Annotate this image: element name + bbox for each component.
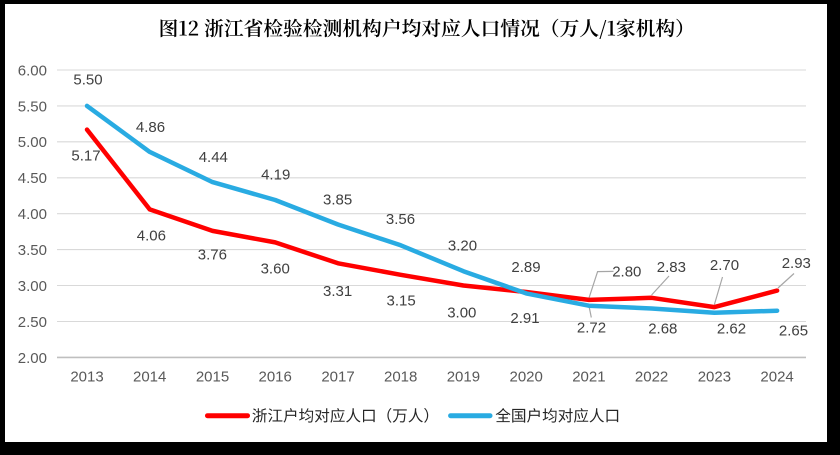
svg-text:2.65: 2.65	[779, 322, 808, 339]
svg-text:2016: 2016	[259, 369, 292, 386]
svg-text:4.86: 4.86	[136, 119, 165, 136]
svg-text:2.93: 2.93	[782, 255, 811, 272]
svg-text:6.00: 6.00	[18, 62, 47, 79]
svg-text:3.50: 3.50	[18, 242, 47, 259]
svg-text:4.44: 4.44	[199, 149, 228, 166]
svg-text:3.15: 3.15	[386, 292, 415, 309]
svg-text:3.76: 3.76	[198, 247, 227, 264]
svg-text:2020: 2020	[510, 369, 543, 386]
svg-text:4.06: 4.06	[137, 228, 166, 245]
svg-text:2024: 2024	[760, 369, 793, 386]
svg-text:3.56: 3.56	[386, 211, 415, 228]
svg-text:2023: 2023	[698, 369, 731, 386]
svg-text:5.50: 5.50	[18, 98, 47, 115]
svg-text:2.62: 2.62	[717, 321, 746, 338]
svg-text:3.85: 3.85	[323, 191, 352, 208]
svg-text:3.00: 3.00	[447, 305, 476, 322]
svg-text:4.50: 4.50	[18, 170, 47, 187]
svg-text:2.72: 2.72	[577, 320, 606, 337]
svg-text:2.70: 2.70	[710, 257, 739, 274]
svg-text:5.50: 5.50	[73, 71, 102, 88]
svg-text:2.68: 2.68	[648, 321, 677, 338]
svg-text:2021: 2021	[572, 369, 605, 386]
svg-text:2019: 2019	[447, 369, 480, 386]
svg-text:2.83: 2.83	[657, 259, 686, 276]
svg-text:3.60: 3.60	[261, 261, 290, 278]
svg-text:4.19: 4.19	[261, 167, 290, 184]
svg-text:2014: 2014	[133, 369, 166, 386]
svg-text:2018: 2018	[384, 369, 417, 386]
svg-text:2.89: 2.89	[511, 259, 540, 276]
svg-text:2013: 2013	[70, 369, 103, 386]
svg-text:4.00: 4.00	[18, 206, 47, 223]
svg-text:2.00: 2.00	[18, 350, 47, 367]
svg-text:3.31: 3.31	[323, 283, 352, 300]
svg-text:2022: 2022	[635, 369, 668, 386]
svg-text:5.00: 5.00	[18, 134, 47, 151]
svg-text:5.17: 5.17	[71, 148, 100, 165]
svg-text:2.91: 2.91	[510, 310, 539, 327]
svg-text:2017: 2017	[321, 369, 354, 386]
svg-text:2.50: 2.50	[18, 314, 47, 331]
svg-text:3.20: 3.20	[448, 237, 477, 254]
svg-text:3.00: 3.00	[18, 278, 47, 295]
svg-text:2015: 2015	[196, 369, 229, 386]
svg-text:2.80: 2.80	[612, 264, 641, 281]
